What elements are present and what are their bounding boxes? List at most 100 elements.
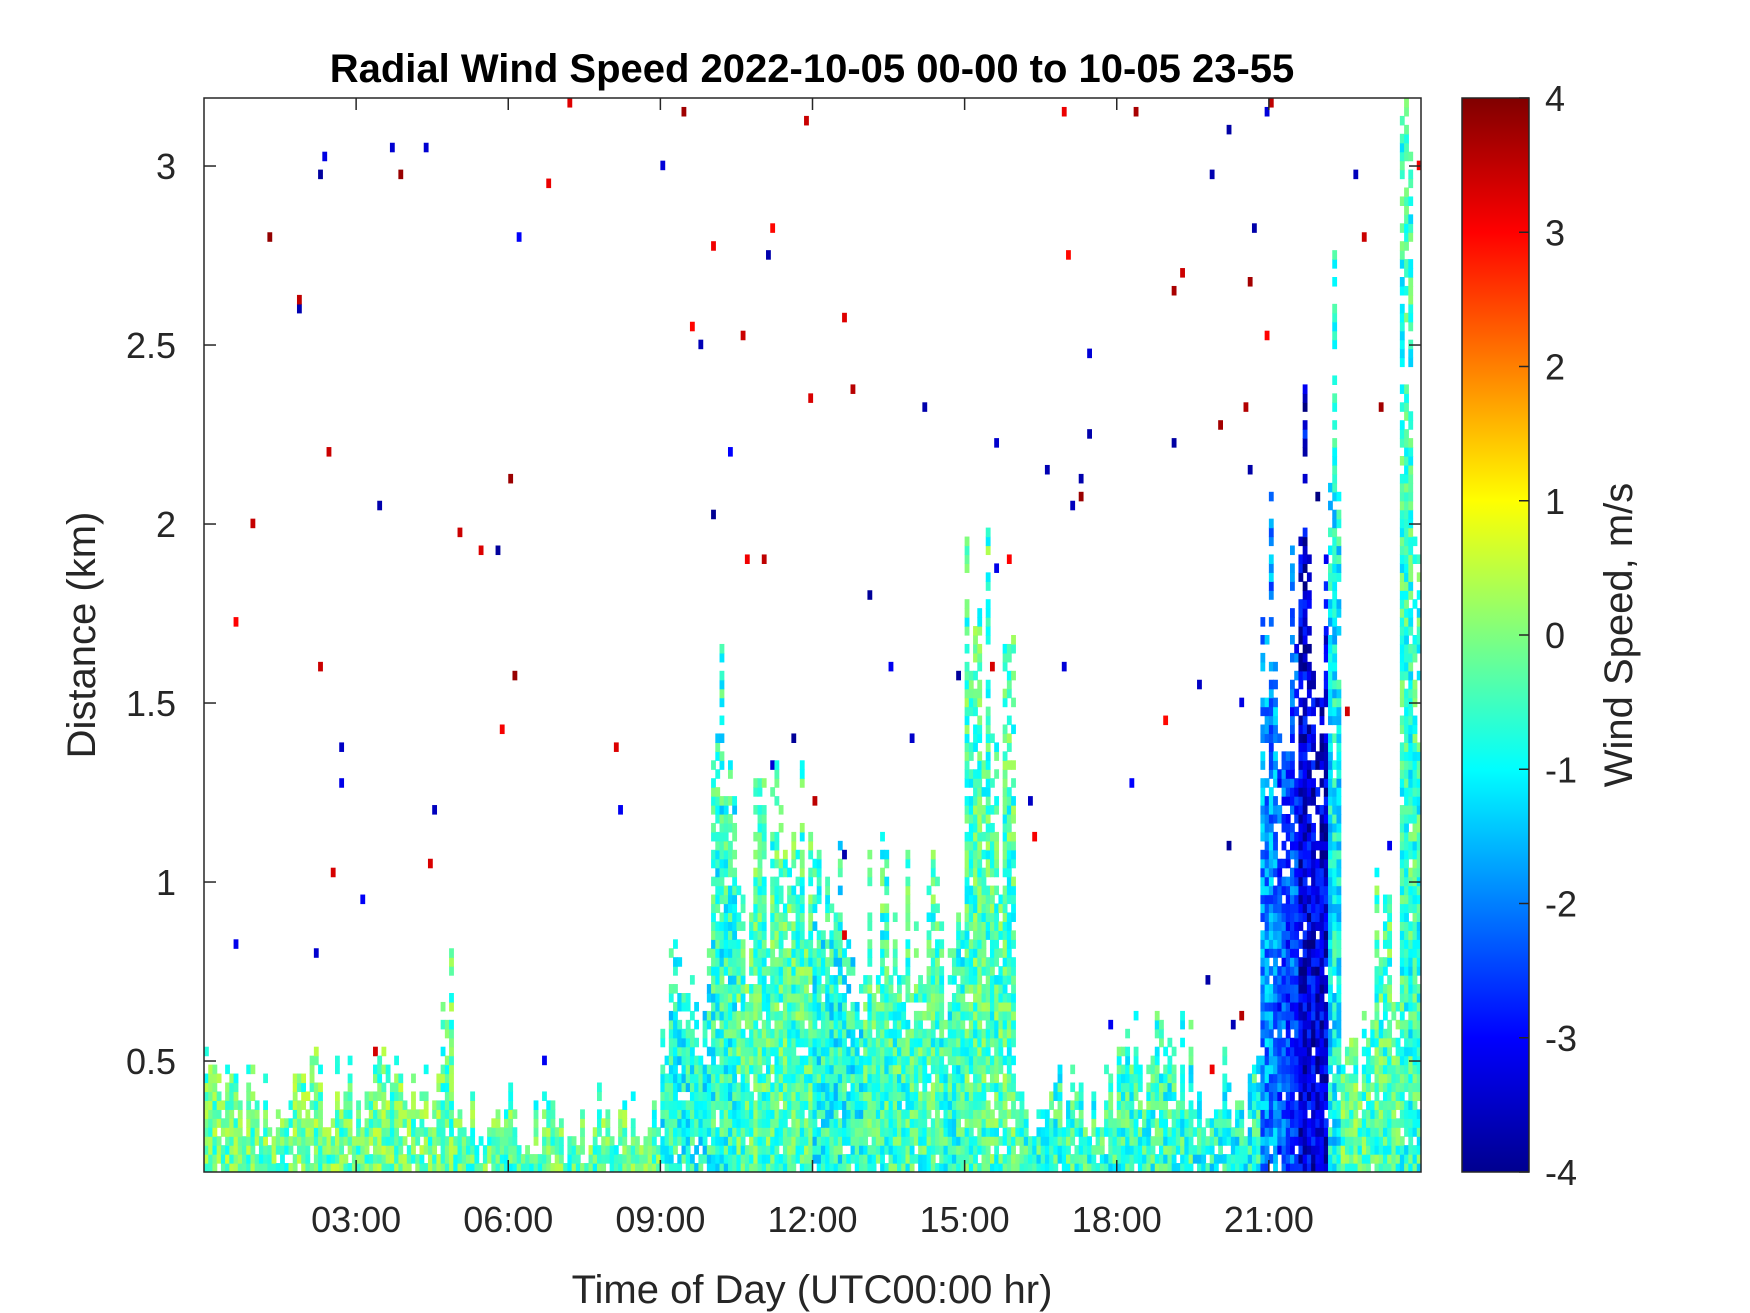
heatmap-cell (1302, 939, 1308, 949)
heatmap-cell (1230, 1145, 1236, 1155)
heatmap-cell (922, 1091, 928, 1101)
heatmap-cell (1074, 1145, 1080, 1155)
heatmap-cell (246, 1145, 252, 1155)
heatmap-cell (727, 840, 733, 851)
heatmap-cell (753, 867, 759, 878)
heatmap-cell (1294, 1127, 1300, 1137)
heatmap-cell (1146, 1163, 1152, 1172)
heatmap-cell (689, 1037, 695, 1048)
heatmap-cell (702, 1118, 708, 1128)
heatmap-cell (1006, 975, 1012, 985)
heatmap-cell (1277, 733, 1283, 743)
heatmap-cell (833, 1136, 839, 1146)
heatmap-cell (804, 1082, 809, 1093)
heatmap-cell (1087, 348, 1092, 359)
heatmap-cell (1311, 724, 1316, 735)
heatmap-cell (1146, 1127, 1152, 1137)
heatmap-cell (854, 1064, 860, 1075)
heatmap-cell (1290, 1136, 1295, 1146)
heatmap-cell (212, 1145, 218, 1155)
heatmap-cell (330, 1118, 336, 1128)
heatmap-cell (973, 643, 978, 654)
heatmap-cell (339, 1127, 345, 1137)
heatmap-cell (385, 1163, 391, 1172)
heatmap-cell (1053, 1163, 1059, 1172)
heatmap-cell (1332, 1046, 1338, 1057)
heatmap-cell (516, 232, 522, 242)
heatmap-cell (757, 1028, 763, 1039)
heatmap-cell (867, 590, 873, 600)
heatmap-cell (973, 724, 978, 735)
heatmap-cell (1125, 1055, 1131, 1066)
heatmap-cell (985, 608, 991, 618)
heatmap-cell (985, 1028, 991, 1039)
heatmap-cell (998, 1028, 1004, 1039)
heatmap-cell (854, 1145, 860, 1155)
heatmap-cell (1323, 903, 1329, 914)
heatmap-cell (1285, 849, 1291, 860)
heatmap-cell (1247, 464, 1253, 475)
heatmap-cell (757, 1046, 763, 1057)
heatmap-cell (685, 1037, 691, 1048)
heatmap-cell (977, 975, 983, 985)
heatmap-cell (850, 1118, 856, 1128)
heatmap-cell (664, 1100, 670, 1110)
heatmap-cell (301, 1127, 307, 1137)
heatmap-cell (1344, 1082, 1350, 1093)
heatmap-cell (525, 1145, 530, 1155)
heatmap-cell (1336, 599, 1342, 609)
heatmap-cell (858, 1154, 864, 1164)
heatmap-cell (715, 787, 721, 797)
heatmap-cell (1290, 1154, 1295, 1164)
heatmap-cell (1306, 706, 1312, 717)
heatmap-cell (1218, 420, 1223, 430)
heatmap-cell (1011, 957, 1016, 967)
heatmap-cell (850, 1127, 856, 1137)
heatmap-cell (973, 814, 978, 824)
heatmap-cell (1142, 1127, 1147, 1137)
heatmap-cell (1015, 1109, 1021, 1119)
heatmap-cell (854, 1019, 860, 1030)
heatmap-cell (922, 1037, 928, 1048)
heatmap-cell (1192, 1154, 1198, 1164)
heatmap-cell (1146, 1118, 1152, 1128)
heatmap-cell (550, 1163, 556, 1172)
heatmap-cell (875, 1019, 881, 1030)
heatmap-cell (1171, 1127, 1177, 1137)
heatmap-cell (973, 1046, 978, 1057)
heatmap-cell (711, 1109, 716, 1119)
heatmap-cell (842, 849, 847, 860)
heatmap-cell (681, 1028, 687, 1039)
heatmap-cell (444, 1118, 450, 1128)
heatmap-cell (1306, 1100, 1312, 1110)
heatmap-cell (1332, 1127, 1338, 1137)
heatmap-cell (922, 1127, 928, 1137)
heatmap-cell (542, 1136, 547, 1146)
heatmap-cell (791, 894, 797, 905)
heatmap-cell (1066, 1109, 1071, 1119)
heatmap-cell (1281, 1163, 1287, 1172)
heatmap-cell (711, 1136, 716, 1146)
heatmap-cell (1053, 1109, 1059, 1119)
heatmap-cell (1087, 1145, 1092, 1155)
heatmap-cell (364, 1127, 370, 1137)
heatmap-cell (1311, 921, 1316, 931)
heatmap-cell (1323, 1145, 1329, 1155)
heatmap-cell (1002, 814, 1008, 824)
heatmap-cell (1374, 1010, 1380, 1021)
heatmap-cell (968, 1037, 974, 1048)
heatmap-cell (271, 1163, 277, 1172)
heatmap-cell (981, 1046, 987, 1057)
heatmap-cell (1268, 849, 1274, 860)
heatmap-cell (812, 1073, 818, 1084)
heatmap-cell (204, 1136, 209, 1146)
heatmap-cell (1273, 679, 1278, 690)
heatmap-cell (470, 1109, 476, 1119)
heatmap-cell (749, 921, 754, 931)
heatmap-cell (799, 912, 805, 922)
heatmap-cell (1302, 796, 1308, 806)
heatmap-cell (1091, 1145, 1097, 1155)
heatmap-cell (1374, 948, 1380, 958)
heatmap-cell (905, 858, 911, 869)
heatmap-cell (1006, 1091, 1012, 1101)
